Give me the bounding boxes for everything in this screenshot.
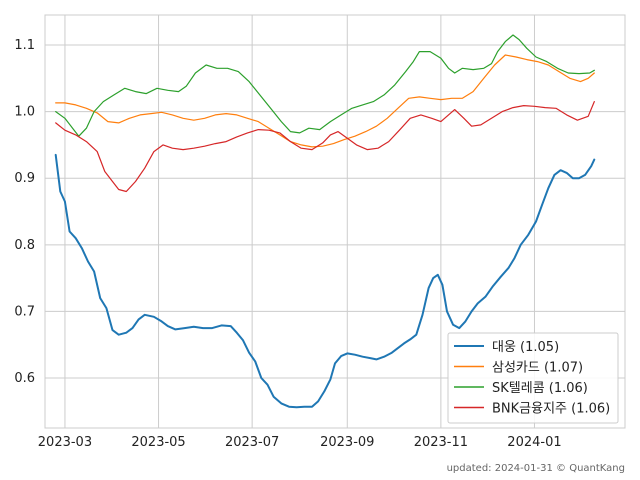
plot-frame [44,14,626,429]
legend-label: 대웅 (1.05) [492,340,559,355]
y-tick-label: 0.8 [14,238,35,253]
x-tick-label: 2023-07 [225,435,279,450]
legend-box [447,332,619,424]
series-line [54,153,596,409]
y-tick-label: 0.6 [14,371,35,386]
legend-label: BNK금융지주 (1.06) [492,402,610,417]
footer-note: updated: 2024-01-31 © QuantKang [447,463,625,474]
y-tick-label: 0.9 [14,171,35,186]
series-line [55,54,595,148]
series-line [55,34,595,137]
legend-items: 대웅 (1.05) 삼성카드 (1.07) SK텔레콤 (1.06) BNK금융지주 … [454,340,610,417]
x-tick-label: 2023-09 [320,435,374,450]
legend-label: SK텔레콤 (1.06) [492,381,588,396]
series-line [55,101,595,193]
y-tick-label: 0.7 [14,304,35,319]
x-tick-label: 2023-03 [38,435,92,450]
x-tick-label: 2024-01 [507,435,561,450]
y-axis-ticks: 0.6 0.7 0.8 0.9 1.0 1.1 [14,38,35,386]
y-tick-label: 1.1 [14,38,35,53]
x-axis-ticks: 2023-03 2023-05 2023-07 2023-09 2023-11 2024-… [38,435,562,450]
x-tick-label: 2023-11 [414,435,468,450]
grid-lines [45,15,625,428]
x-tick-label: 2023-05 [131,435,185,450]
series-lines [54,34,596,409]
y-tick-label: 1.0 [14,105,35,120]
legend: 대웅 (1.05) 삼성카드 (1.07) SK텔레콤 (1.06) BNK금융지주 … [447,332,619,424]
legend-label: 삼성카드 (1.07) [492,361,583,376]
